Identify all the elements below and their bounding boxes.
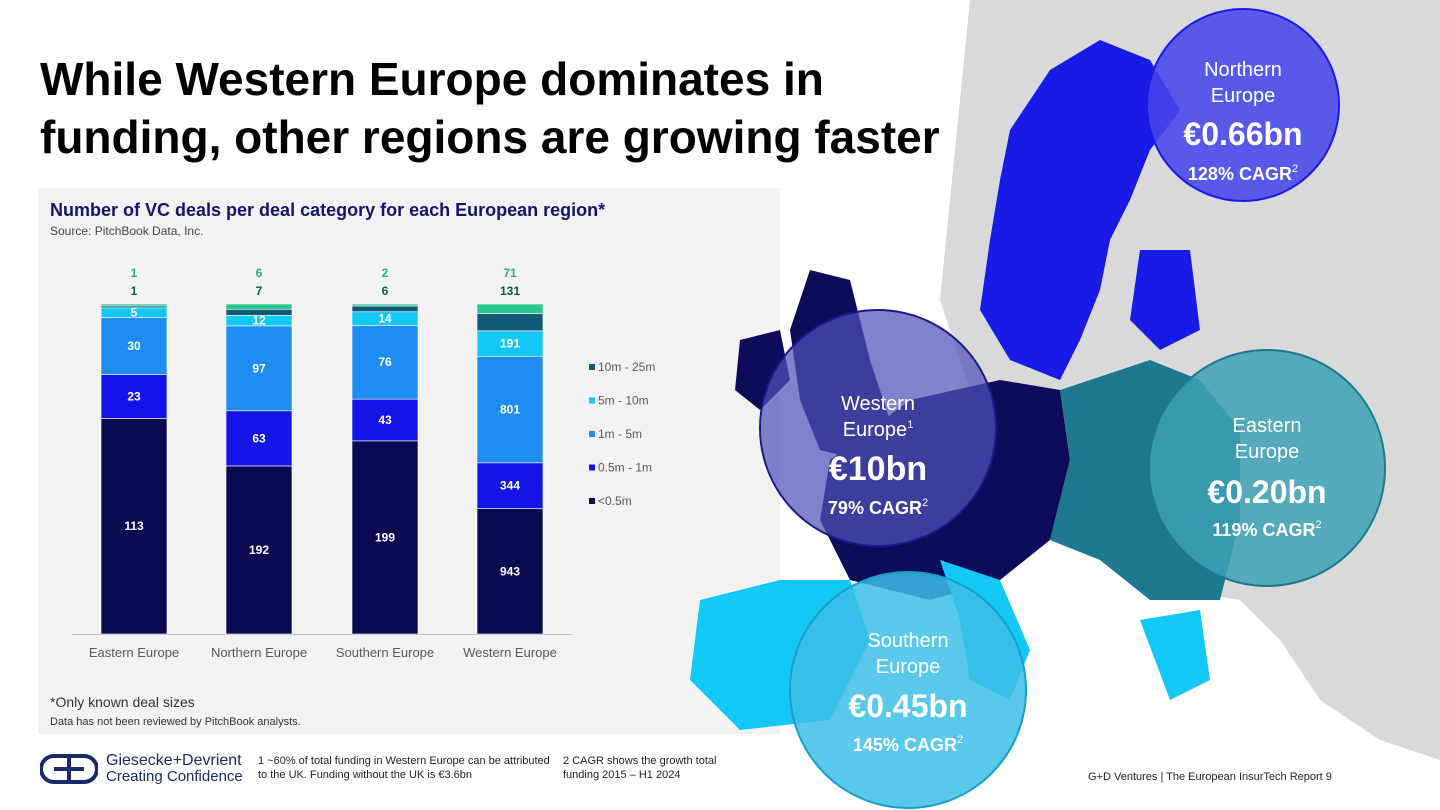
x-tick-label: Northern Europe — [211, 645, 307, 660]
bar-data-label: 97 — [252, 361, 266, 375]
western-cagr: 79% CAGR2 — [828, 497, 928, 518]
southern-name-2: Europe — [876, 656, 941, 678]
logo-tagline: Creating Confidence — [106, 768, 243, 785]
x-tick-label: Western Europe — [463, 645, 557, 660]
bar-segment — [351, 303, 419, 307]
western-name-1: Western — [841, 393, 915, 415]
legend-swatch — [589, 464, 595, 471]
bar-data-label: 943 — [500, 564, 520, 578]
bar-data-label: 113 — [124, 519, 144, 533]
bar-data-label: 76 — [378, 355, 392, 369]
bar-data-label: 12 — [252, 314, 266, 328]
legend-label: 1m - 5m — [598, 427, 642, 441]
logo-company-name: Giesecke+Devrient — [106, 752, 242, 769]
footnote-2: 2 CAGR shows the growth total funding 20… — [563, 755, 717, 781]
bar-segment — [476, 313, 544, 332]
bar-data-label: 192 — [249, 543, 269, 557]
bar-data-label: 63 — [252, 431, 266, 445]
map-northern-baltics — [1130, 250, 1200, 350]
bar-top-label-green: 71 — [503, 266, 517, 280]
bar-segment — [351, 398, 419, 442]
eastern-bubble — [1148, 349, 1386, 587]
chart-source: Source: PitchBook Data, Inc. — [50, 224, 204, 238]
bar-segment — [351, 325, 419, 400]
bar-top-label-dark: 7 — [256, 284, 263, 298]
bar-data-label: 30 — [127, 339, 141, 353]
map-northern — [980, 40, 1180, 380]
x-tick-label: Eastern Europe — [89, 645, 179, 660]
bar-data-label: 199 — [375, 530, 395, 544]
southern-name-1: Southern — [867, 630, 948, 652]
bar-data-label: 344 — [500, 479, 520, 493]
northern-name-2: Europe — [1211, 85, 1276, 107]
bar-top-label-dark: 131 — [500, 284, 520, 298]
chart-footnote: *Only known deal sizes — [50, 694, 195, 710]
legend-label: 5m - 10m — [598, 394, 649, 408]
western-name-2: Europe1 — [843, 419, 914, 441]
legend-label: 0.5m - 1m — [598, 461, 652, 475]
bar-segment — [225, 308, 293, 316]
chart-title: Number of VC deals per deal category for… — [50, 200, 606, 220]
bar-segment — [225, 465, 293, 635]
chart-panel: Number of VC deals per deal category for… — [38, 188, 780, 734]
stacked-bar-chart: 113 23 30 5 1 1 Eastern Europe 192 63 97 12 6 7 North… — [72, 266, 655, 660]
bar-data-label: 43 — [378, 413, 392, 427]
bar-segment — [225, 325, 293, 412]
legend-label: <0.5m — [598, 494, 632, 508]
western-amount: €10bn — [829, 450, 927, 488]
europe-map: Northern Europe €0.66bn 128% CAGR2 Weste… — [690, 0, 1440, 809]
bar-segment — [100, 303, 168, 307]
bar-segment — [351, 440, 419, 635]
northern-name-1: Northern — [1204, 59, 1282, 81]
footnote-1: 1 ~60% of total funding in Western Europ… — [258, 755, 550, 781]
southern-bubble — [789, 571, 1027, 809]
northern-cagr: 128% CAGR2 — [1188, 163, 1298, 184]
bar-top-label-dark: 6 — [382, 284, 389, 298]
legend-label: 10m - 25m — [598, 360, 655, 374]
bar-data-label: 14 — [378, 312, 392, 326]
bar-segment — [100, 374, 168, 419]
page-footer: G+D Ventures | The European InsurTech Re… — [1088, 771, 1332, 783]
eastern-cagr: 119% CAGR2 — [1212, 519, 1321, 540]
bar-segment — [476, 303, 544, 314]
gd-logo-icon — [40, 754, 98, 784]
bar-data-label: 5 — [131, 306, 138, 320]
bar-segment — [100, 418, 168, 635]
page-title: While Western Europe dominates in fundin… — [40, 53, 940, 163]
bar-data-label: 23 — [127, 390, 141, 404]
legend-swatch — [589, 431, 595, 437]
x-tick-label: Southern Europe — [336, 645, 434, 660]
southern-cagr: 145% CAGR2 — [853, 734, 963, 755]
bar-top-label-green: 6 — [256, 266, 263, 280]
bar-segment — [476, 462, 544, 509]
legend-swatch — [589, 498, 595, 504]
eastern-name-2: Europe — [1235, 441, 1300, 463]
map-greece — [1140, 610, 1210, 700]
northern-bubble — [1146, 8, 1340, 202]
legend-swatch — [589, 397, 595, 404]
eastern-amount: €0.20bn — [1207, 474, 1326, 510]
bar-data-label: 801 — [500, 403, 520, 417]
northern-amount: €0.66bn — [1183, 116, 1302, 152]
chart-disclaimer: Data has not been reviewed by PitchBook … — [50, 716, 301, 728]
bar-segment — [225, 303, 293, 310]
southern-amount: €0.45bn — [848, 688, 967, 724]
bar-top-label-green: 2 — [382, 266, 389, 280]
bar-segment — [351, 305, 419, 313]
bar-top-label-dark: 1 — [131, 284, 138, 298]
western-bubble — [759, 309, 997, 547]
bar-segment — [476, 508, 544, 635]
bar-top-label-green: 1 — [131, 266, 138, 280]
eastern-name-1: Eastern — [1233, 415, 1302, 437]
bar-data-label: 191 — [500, 337, 520, 351]
bar-segment — [225, 410, 293, 467]
legend-swatch — [589, 364, 595, 370]
